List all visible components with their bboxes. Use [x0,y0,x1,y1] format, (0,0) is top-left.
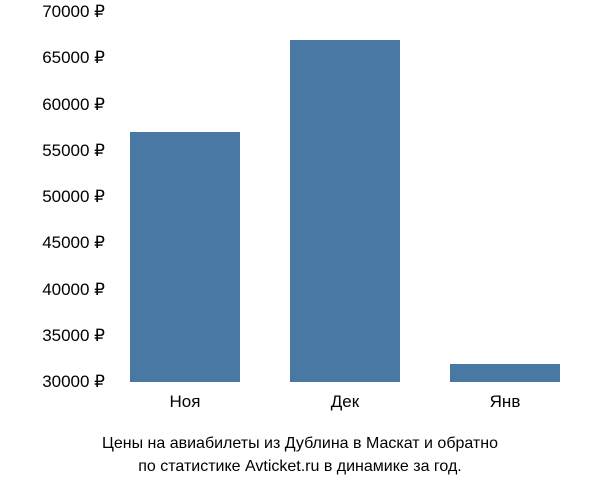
y-tick-label: 35000 ₽ [42,326,105,346]
caption-line-1: Цены на авиабилеты из Дублина в Маскат и… [0,432,600,455]
x-tick-label: Ноя [170,392,201,412]
y-tick-label: 30000 ₽ [42,372,105,392]
bar [450,364,560,383]
x-tick-label: Дек [331,392,359,412]
y-tick-label: 60000 ₽ [42,95,105,115]
y-tick-label: 40000 ₽ [42,280,105,300]
caption-line-2: по статистике Avticket.ru в динамике за … [0,455,600,478]
y-tick-label: 55000 ₽ [42,141,105,161]
y-tick-label: 70000 ₽ [42,2,105,22]
price-chart: Цены на авиабилеты из Дублина в Маскат и… [0,0,600,500]
plot-area [95,12,575,382]
y-tick-label: 45000 ₽ [42,233,105,253]
x-tick-label: Янв [490,392,521,412]
y-tick-label: 50000 ₽ [42,187,105,207]
y-tick-label: 65000 ₽ [42,48,105,68]
bar [130,132,240,382]
bar [290,40,400,382]
